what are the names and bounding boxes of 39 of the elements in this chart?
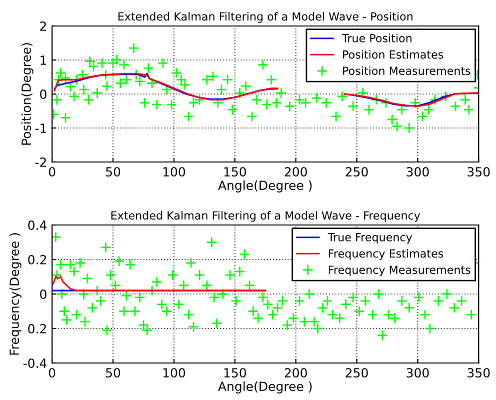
x-tick-label: 150 (224, 167, 246, 177)
y-tick-label: 1 (40, 56, 46, 65)
x-tick-label: 0 (48, 167, 56, 177)
x-tick-label: 0 (48, 368, 56, 378)
x-tick-label: 200 (284, 368, 307, 378)
x-tick-label: 150 (224, 368, 246, 378)
y-tick-label: 0.2 (28, 254, 46, 264)
legend-label: True Position (342, 34, 412, 42)
chart-title: Extended Kalman Filtering of a Model Wave - Frequency (111, 211, 420, 222)
x-tick-label: 200 (284, 167, 307, 177)
x-axis-title: Angle(Degree ) (218, 381, 312, 394)
legend-label: Frequency Estimates (328, 249, 444, 260)
x-tick-label: 250 (346, 167, 368, 177)
x-tick-label: 350 (468, 167, 490, 177)
legend-label: Position Measurements (343, 66, 470, 75)
y-tick-label: -2 (35, 157, 46, 167)
x-tick-label: 100 (163, 167, 186, 177)
y-axis-title: Frequency(Degree ) (9, 233, 22, 355)
y-tick-label: 0 (40, 89, 46, 99)
legend-label: Position Estimates (343, 50, 444, 59)
legend-label: True Frequency (328, 233, 412, 244)
y-axis-title: Position(Degree) (21, 43, 34, 145)
legend-label: Frequency Measurements (328, 266, 470, 276)
x-tick-label: 250 (346, 368, 368, 378)
chart-title: Extended Kalman Filtering of a Model Wave - Position (118, 12, 412, 23)
x-tick-label: 50 (106, 167, 120, 177)
y-tick-label: 0.4 (28, 220, 47, 230)
x-axis-title: Angle(Degree ) (218, 180, 312, 192)
x-tick-label: 100 (163, 368, 186, 378)
x-tick-label: 300 (406, 167, 429, 177)
x-tick-label: 350 (468, 368, 490, 378)
y-tick-label: -0.4 (23, 358, 47, 368)
x-tick-label: 50 (106, 368, 120, 378)
y-tick-label: 0 (40, 289, 46, 299)
y-tick-label: 2 (40, 21, 46, 31)
line-series (52, 276, 266, 292)
y-tick-label: -1 (35, 124, 46, 133)
y-tick-label: 0.2 (28, 324, 46, 334)
x-tick-label: 300 (406, 368, 429, 378)
